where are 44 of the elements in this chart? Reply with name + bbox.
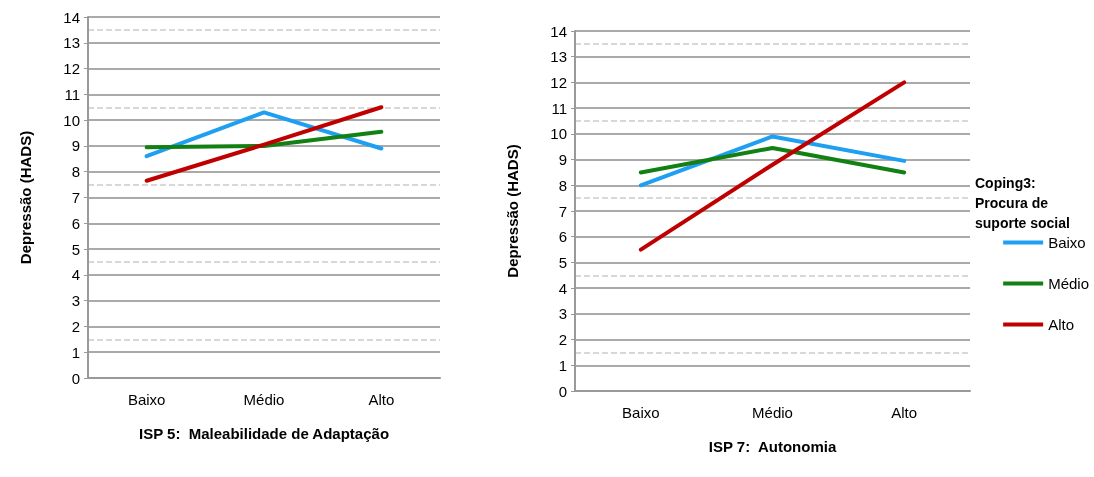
x-tick-label: Médio (752, 404, 793, 421)
y-tick-label: 4 (71, 266, 80, 284)
x-tick-label: Baixo (127, 391, 166, 408)
y-tick-label: 13 (63, 34, 80, 52)
y-tick-label: 10 (550, 125, 567, 143)
y-tick-label: 4 (558, 279, 567, 297)
y-tick-label: 9 (558, 151, 567, 169)
y-tick-label: 11 (551, 99, 567, 117)
legend-title: Coping3: Procura de suporte social (975, 175, 1070, 231)
y-tick-label: 13 (550, 48, 567, 66)
y-tick-label: 2 (558, 331, 567, 349)
x-tick-label: Alto (891, 404, 918, 421)
y-tick-label: 3 (71, 292, 80, 310)
y-tick-label: 1 (71, 343, 80, 361)
x-axis-title: ISP 5: Maleabilidade de Adaptação (138, 425, 390, 442)
x-tick-label: Médio (243, 391, 285, 408)
y-tick-label: 11 (64, 85, 80, 103)
y-tick-label: 10 (63, 111, 80, 129)
y-axis-title: Depressão (HADS) (504, 144, 521, 278)
x-axis-title: ISP 7: Autonomia (708, 438, 837, 455)
y-tick-label: 12 (63, 60, 80, 78)
y-tick-label: 6 (558, 228, 567, 246)
y-tick-label: 3 (558, 305, 567, 323)
y-tick-label: 1 (558, 356, 567, 374)
y-tick-label: 5 (71, 240, 80, 258)
y-tick-label: 7 (71, 189, 80, 206)
y-tick-label: 12 (550, 73, 567, 91)
y-tick-label: 6 (71, 214, 80, 232)
y-tick-label: 9 (71, 137, 80, 155)
y-tick-label: 0 (558, 382, 567, 400)
x-tick-label: Baixo (622, 404, 660, 421)
y-tick-label: 14 (550, 22, 567, 40)
y-tick-label: 2 (71, 317, 80, 335)
y-tick-label: 5 (558, 253, 567, 271)
y-tick-label: 7 (558, 202, 567, 220)
legend-label: Alto (1048, 316, 1074, 333)
x-tick-label: Alto (368, 391, 395, 408)
y-axis-title: Depressão (HADS) (17, 130, 34, 265)
y-tick-label: 0 (71, 369, 80, 387)
y-tick-label: 14 (63, 8, 80, 26)
y-tick-label: 8 (71, 163, 80, 181)
legend-label: Baixo (1048, 234, 1086, 251)
y-tick-label: 8 (558, 176, 567, 194)
legend-label: Médio (1048, 275, 1089, 292)
